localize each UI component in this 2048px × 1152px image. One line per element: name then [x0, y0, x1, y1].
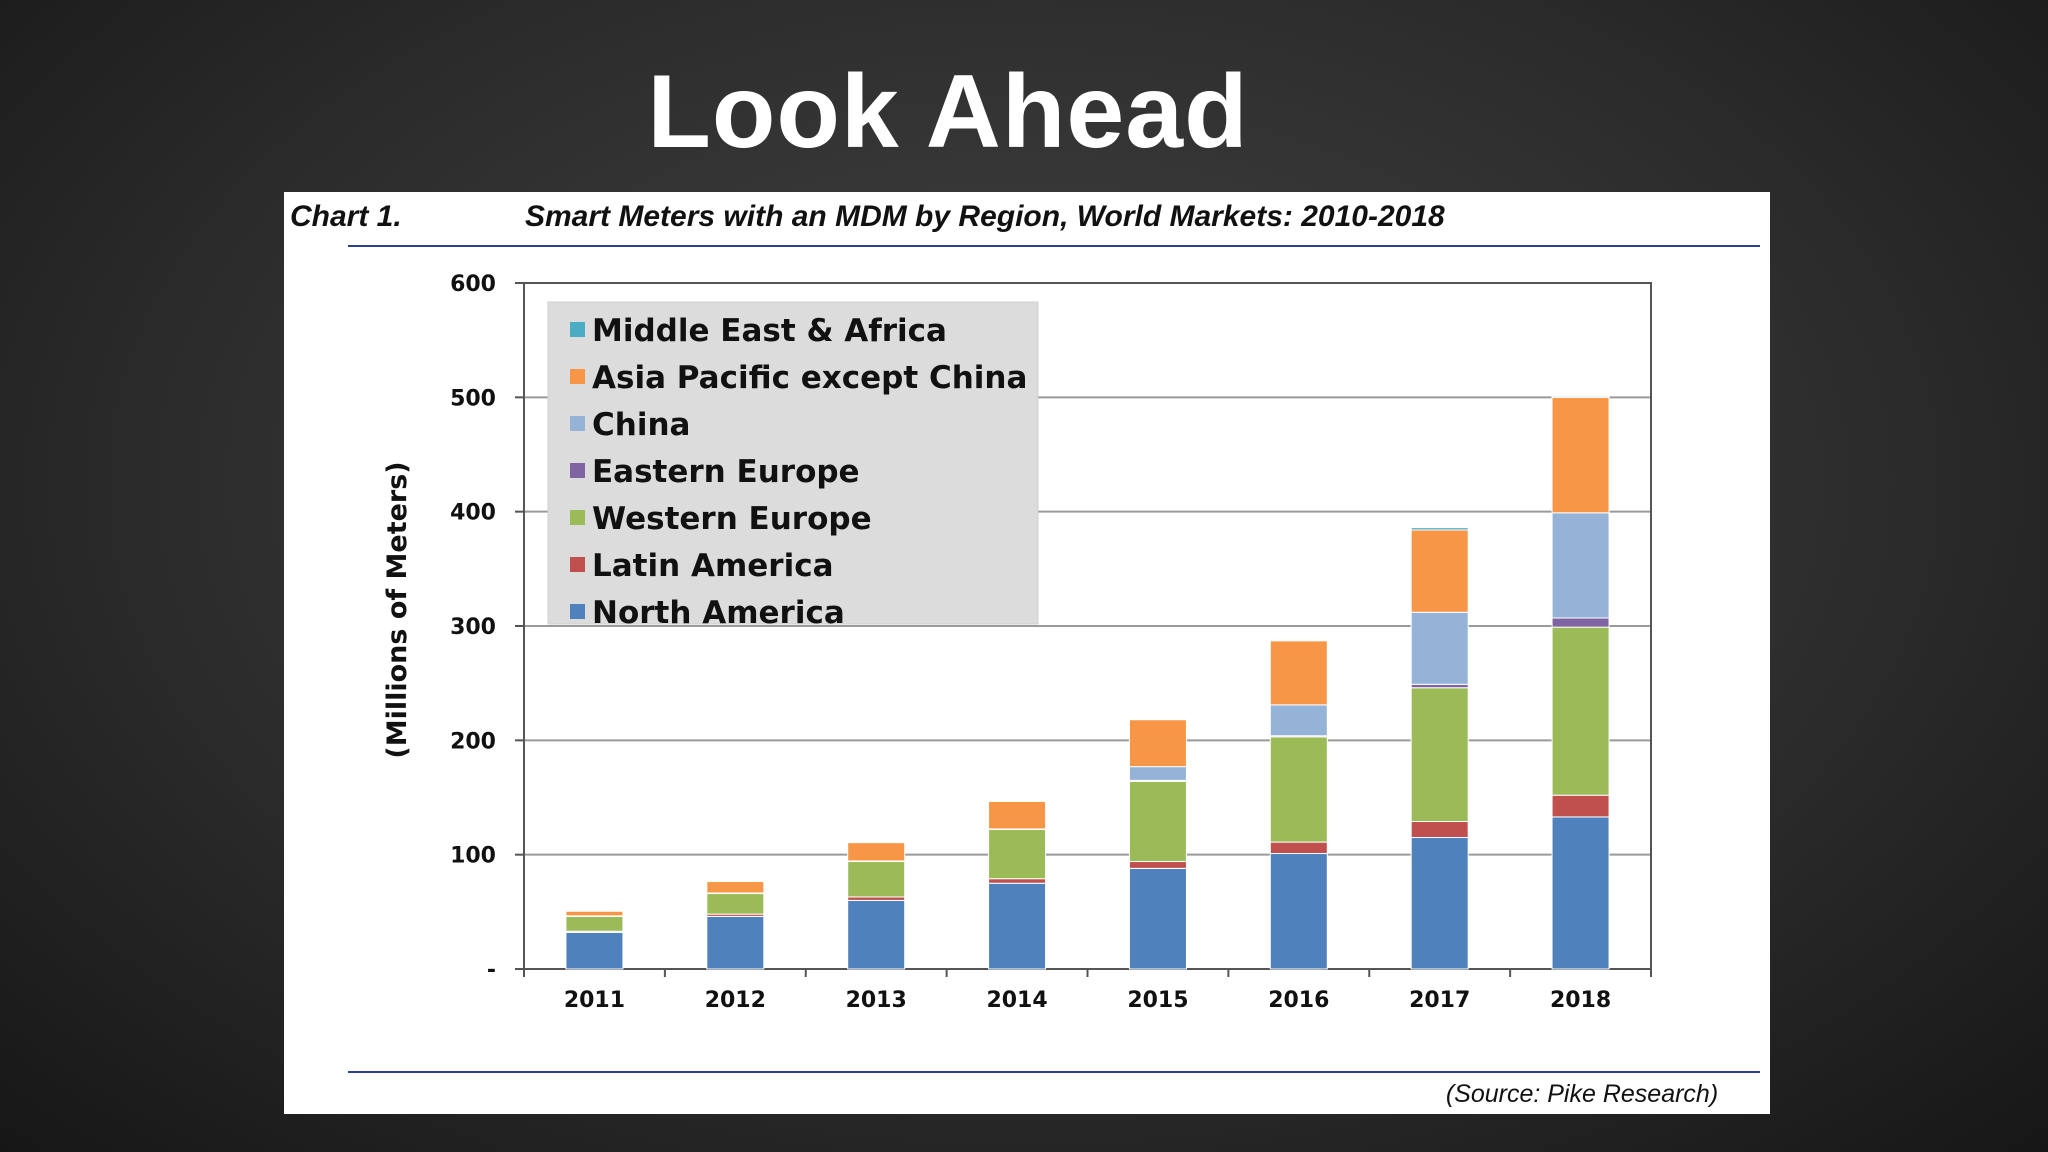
- bar-segment-western-europe-2016: [1269, 736, 1328, 843]
- bar-segment-north-america-2011: [565, 931, 624, 970]
- bar-segment-middle-east-africa-2017: [1410, 527, 1469, 531]
- x-tick-label-2015: 2015: [1127, 988, 1188, 1013]
- bar-segment-asia-pacific-except-china-2012: [706, 881, 765, 894]
- bar-segment-china-2016: [1269, 704, 1328, 737]
- chart-svg: Chart 1. Smart Meters with an MDM by Reg…: [290, 200, 1760, 1108]
- bar-segment-north-america-2014: [988, 882, 1047, 970]
- bar-segment-asia-pacific-except-china-2015: [1128, 719, 1187, 768]
- legend-label: Middle East & Africa: [592, 313, 947, 349]
- y-tick-label: 400: [450, 501, 496, 526]
- bar-segment-north-america-2013: [847, 899, 906, 970]
- x-tick-label-2013: 2013: [846, 988, 907, 1013]
- legend-swatch-middle-east-africa: [570, 322, 585, 337]
- bar-segment-eastern-europe-2017: [1410, 683, 1469, 689]
- legend-label: Latin America: [592, 548, 834, 584]
- slide-title: Look Ahead: [647, 54, 1249, 170]
- bar-segment-china-2015: [1128, 766, 1187, 781]
- bar-segment-latin-america-2014: [988, 878, 1047, 884]
- legend-label: Asia Pacific except China: [592, 360, 1027, 396]
- x-tick-label-2017: 2017: [1409, 988, 1470, 1013]
- y-tick-label: -: [487, 958, 496, 983]
- legend-label: North America: [592, 595, 845, 631]
- y-tick-label: 600: [450, 272, 496, 297]
- bar-segment-asia-pacific-except-china-2013: [847, 842, 906, 862]
- chart-label: Chart 1.: [290, 200, 402, 233]
- bar-segment-western-europe-2018: [1551, 626, 1610, 796]
- y-tick-label: 100: [450, 844, 496, 869]
- bar-segment-western-europe-2013: [847, 861, 906, 898]
- legend-label: Western Europe: [592, 501, 872, 537]
- bar-segment-middle-east-africa-2018: [1551, 395, 1610, 398]
- bar-segment-western-europe-2014: [988, 829, 1047, 880]
- bar-segment-western-europe-2012: [706, 893, 765, 915]
- x-tick-label-2012: 2012: [705, 988, 766, 1013]
- y-tick-label: 300: [450, 615, 496, 640]
- bar-segment-latin-america-2018: [1551, 794, 1610, 818]
- bar-segment-asia-pacific-except-china-2011: [565, 910, 624, 917]
- y-axis-title: (Millions of Meters): [382, 461, 413, 758]
- bar-segment-asia-pacific-except-china-2018: [1551, 396, 1610, 514]
- bar-segment-western-europe-2017: [1410, 687, 1469, 823]
- bar-segment-latin-america-2013: [847, 896, 906, 901]
- legend-swatch-latin-america: [570, 557, 585, 572]
- legend-swatch-eastern-europe: [570, 463, 585, 478]
- chart-panel: Chart 1. Smart Meters with an MDM by Reg…: [284, 192, 1770, 1114]
- chart-title: Smart Meters with an MDM by Region, Worl…: [525, 200, 1445, 233]
- bar-segment-western-europe-2015: [1128, 780, 1187, 863]
- legend-box: [547, 301, 1039, 625]
- legend-label: Eastern Europe: [592, 454, 860, 490]
- legend-swatch-western-europe: [570, 510, 585, 525]
- bar-segment-latin-america-2015: [1128, 861, 1187, 869]
- tick-layer: - 100 200 300 400 500 600 2011 2012 2013 2014 2015 2…: [450, 272, 1652, 1013]
- bar-segment-latin-america-2017: [1410, 821, 1469, 839]
- y-tick-label: 200: [450, 729, 496, 754]
- bar-segment-north-america-2017: [1410, 837, 1469, 970]
- source-note: (Source: Pike Research): [1446, 1080, 1718, 1108]
- bar-segment-north-america-2018: [1551, 816, 1610, 970]
- bar-segment-eastern-europe-2018: [1551, 617, 1610, 628]
- bar-segment-north-america-2015: [1128, 867, 1187, 970]
- x-tick-label-2018: 2018: [1550, 988, 1611, 1013]
- legend: Middle East & Africa Asia Pacific except …: [547, 301, 1039, 631]
- bar-layer: [565, 395, 1610, 970]
- x-tick-label-2014: 2014: [986, 988, 1047, 1013]
- bar-segment-latin-america-2016: [1269, 841, 1328, 855]
- bar-segment-china-2017: [1410, 611, 1469, 685]
- x-tick-label-2011: 2011: [564, 988, 625, 1013]
- y-tick-label: 500: [450, 386, 496, 411]
- bar-segment-china-2018: [1551, 512, 1610, 619]
- legend-swatch-china: [570, 416, 585, 431]
- bar-segment-asia-pacific-except-china-2017: [1410, 529, 1469, 613]
- bar-segment-north-america-2012: [706, 915, 765, 970]
- bar-segment-north-america-2016: [1269, 853, 1328, 970]
- legend-label: China: [592, 407, 690, 443]
- bar-segment-asia-pacific-except-china-2014: [988, 801, 1047, 830]
- legend-swatch-asia-pacific-except-china: [570, 369, 585, 384]
- legend-swatch-north-america: [570, 604, 585, 619]
- x-tick-label-2016: 2016: [1268, 988, 1329, 1013]
- bar-segment-western-europe-2011: [565, 915, 624, 932]
- bar-segment-asia-pacific-except-china-2016: [1269, 640, 1328, 706]
